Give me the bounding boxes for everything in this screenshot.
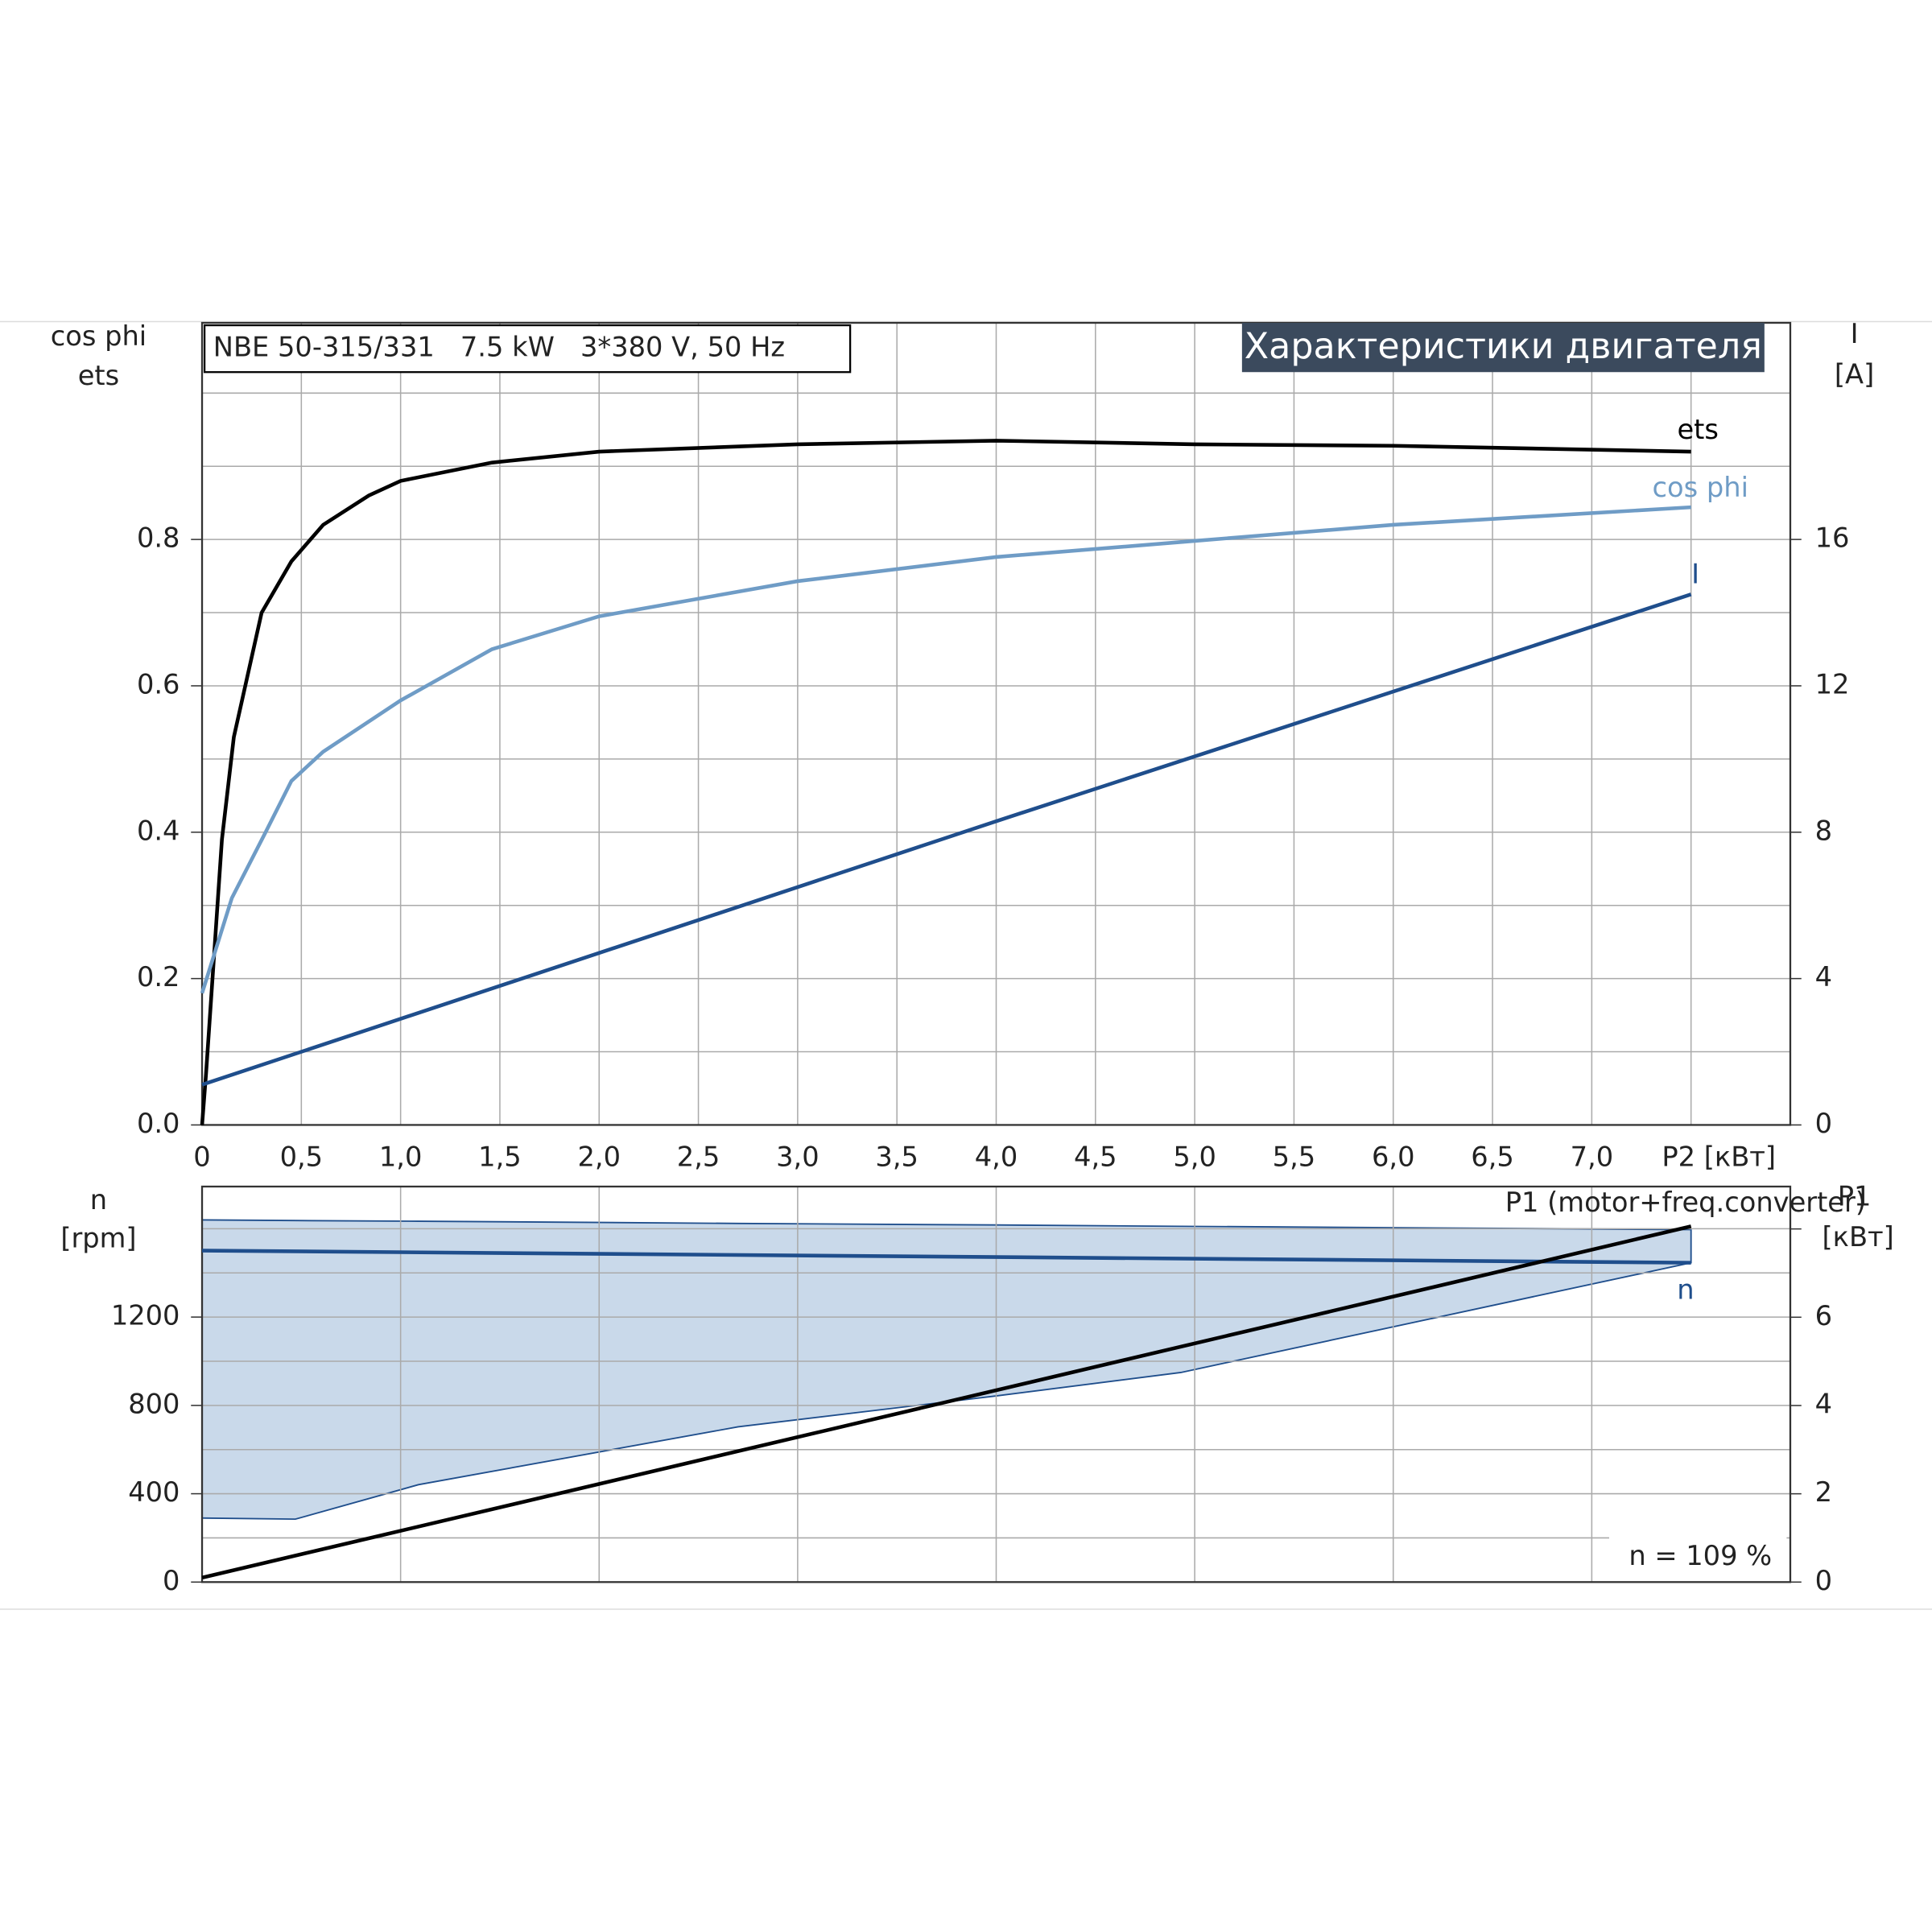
- x-tick-label: 6,5: [1471, 1141, 1514, 1172]
- x-tick-label: 3,5: [875, 1141, 919, 1172]
- x-tick-label: 2,0: [577, 1141, 621, 1172]
- y-tick-label: 400: [128, 1476, 180, 1508]
- series-label: n: [1677, 1274, 1694, 1306]
- y2-tick-label: 0: [1815, 1108, 1832, 1139]
- series-line: [202, 1249, 1691, 1265]
- title-box: [1241, 323, 1765, 373]
- y2-tick-label: 8: [1815, 815, 1832, 846]
- x-tick-label: 4,5: [1074, 1141, 1117, 1172]
- x-tick-label: 6,0: [1372, 1141, 1415, 1172]
- y-axis-label: [rpm]: [60, 1222, 136, 1253]
- y2-axis-label: I: [1851, 318, 1859, 349]
- x-tick-label: 0,5: [280, 1141, 324, 1172]
- series-label: P1 (motor+freq.converter): [1505, 1187, 1866, 1218]
- y-tick-label: 0.2: [137, 961, 180, 993]
- y-axis-label: ets: [78, 360, 119, 391]
- y-tick-label: 0.6: [137, 668, 180, 700]
- y-tick-label: 0.8: [137, 522, 180, 554]
- y-tick-label: 1200: [111, 1300, 180, 1331]
- chart-title: Характеристики двигателя: [1245, 326, 1762, 367]
- y-axis-label: n: [90, 1184, 107, 1216]
- plot-frame: [200, 1185, 1792, 1583]
- x-tick-label: 5,5: [1273, 1141, 1316, 1172]
- x-tick-label: 0: [193, 1141, 210, 1172]
- y-tick-label: 800: [128, 1388, 180, 1419]
- y2-tick-label: 2: [1815, 1476, 1832, 1508]
- x-tick-label: 3,0: [776, 1141, 819, 1172]
- annotation-box: [1608, 1535, 1787, 1580]
- y2-tick-label: 4: [1815, 961, 1832, 993]
- subtitle-box: [203, 324, 852, 374]
- series-line: [200, 439, 1691, 1125]
- series-line: [201, 592, 1692, 1087]
- x-tick-label: 7,0: [1571, 1141, 1614, 1172]
- y2-tick-label: 16: [1815, 522, 1850, 554]
- y2-tick-label: 6: [1815, 1300, 1832, 1331]
- y-tick-label: 0.0: [137, 1108, 180, 1139]
- y2-axis-label: P1: [1838, 1180, 1872, 1212]
- y2-axis-label: [A]: [1835, 358, 1874, 390]
- chart-subtitle: NBE 50-315/331 7.5 kW 3*380 V, 50 Hz: [213, 332, 785, 363]
- plot-frame: [200, 321, 1792, 1126]
- x-tick-label: 2,5: [677, 1141, 720, 1172]
- x-tick-label: 5,0: [1173, 1141, 1216, 1172]
- y2-tick-label: 12: [1815, 668, 1850, 700]
- series-label: ets: [1677, 414, 1718, 445]
- y-tick-label: 0.4: [137, 815, 180, 846]
- x-tick-label: 1,0: [379, 1141, 423, 1172]
- y2-tick-label: 0: [1815, 1565, 1832, 1596]
- x-tick-label: 1,5: [478, 1141, 522, 1172]
- series-label: cos phi: [1653, 472, 1748, 503]
- series-line: [201, 1224, 1692, 1580]
- x-axis-label: P2 [кВт]: [1662, 1141, 1776, 1172]
- y-tick-label: 0: [163, 1565, 180, 1596]
- y2-axis-label: [кВт]: [1823, 1221, 1894, 1253]
- series-line: [200, 505, 1691, 994]
- annotation: n = 109 %: [1629, 1540, 1772, 1571]
- series-label: I: [1691, 558, 1699, 589]
- y2-tick-label: 4: [1815, 1388, 1832, 1419]
- y-axis-label: cos phi: [51, 320, 147, 352]
- x-tick-label: 4,0: [975, 1141, 1018, 1172]
